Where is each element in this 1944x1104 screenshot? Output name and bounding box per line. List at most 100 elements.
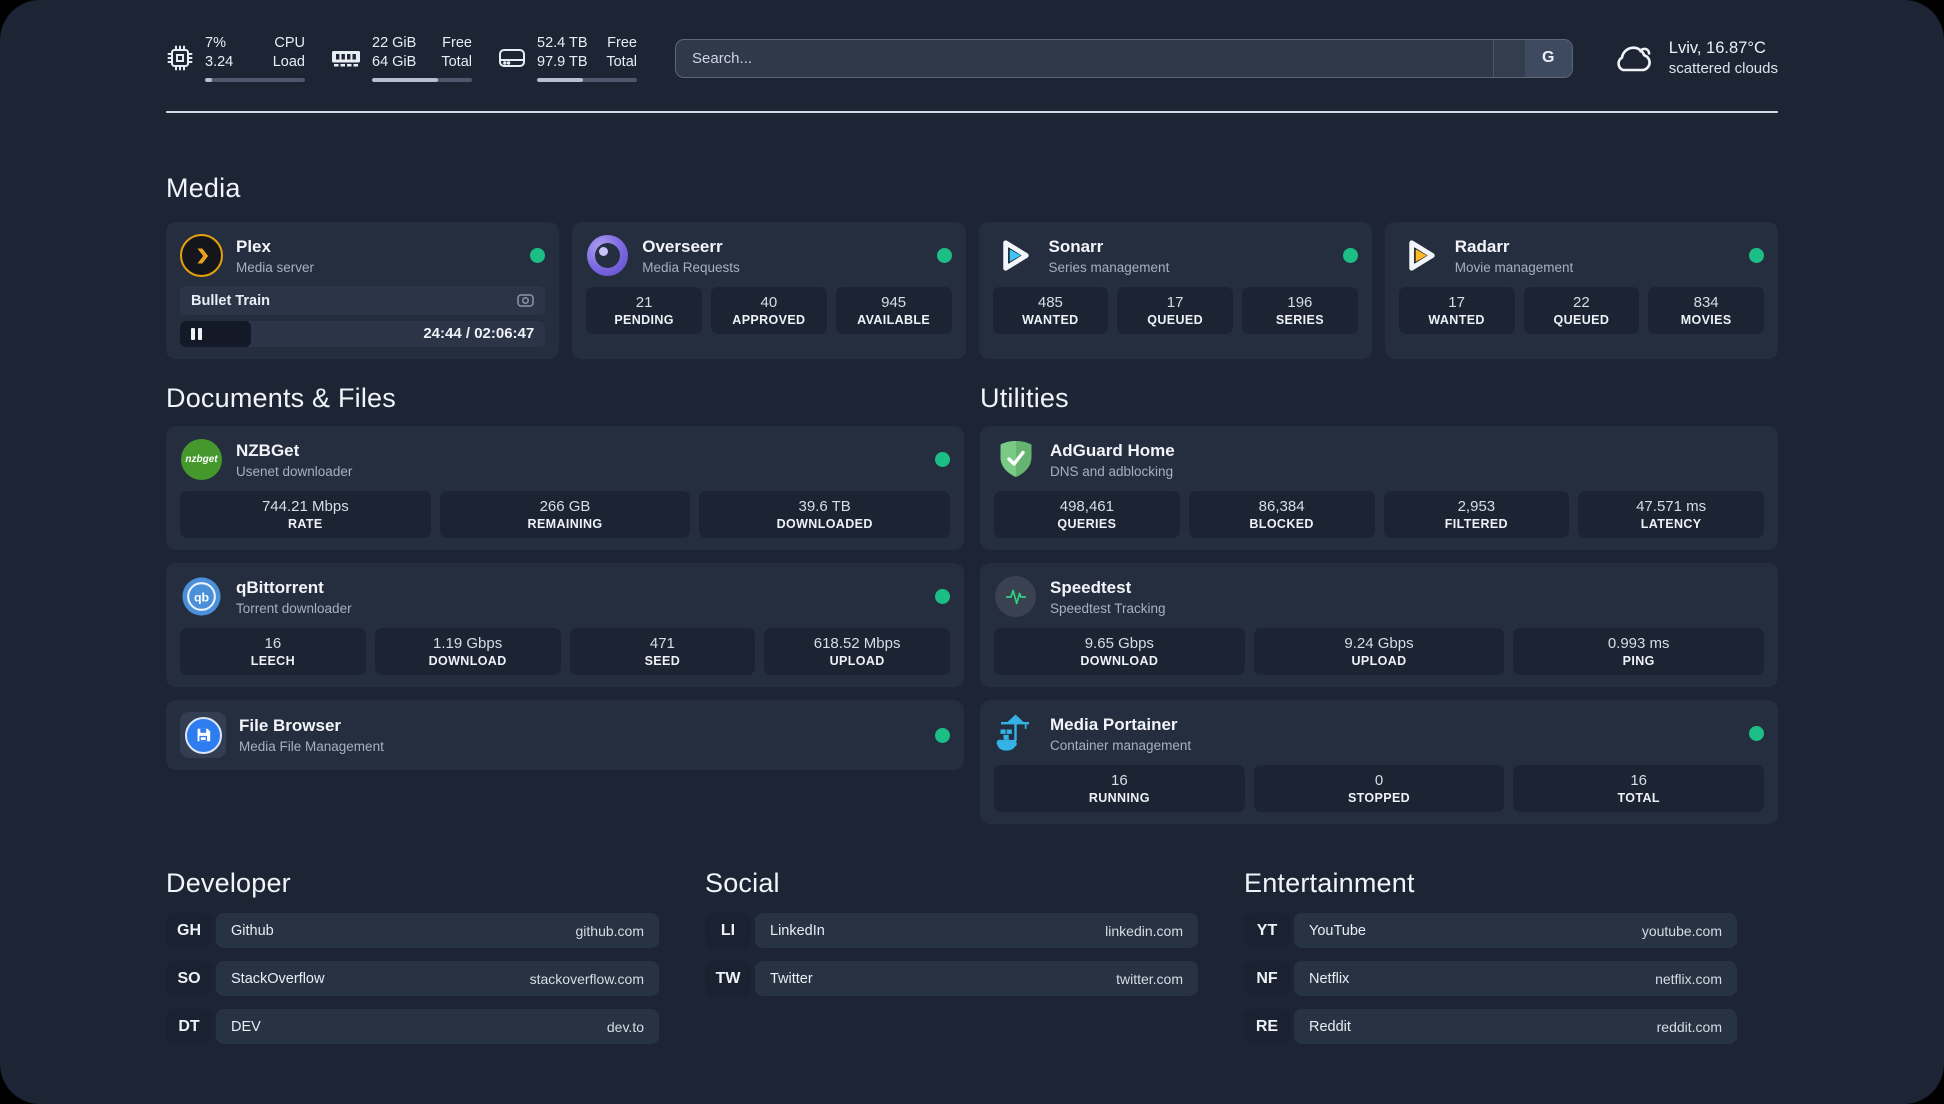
netflix-badge: NF xyxy=(1244,961,1290,996)
speedtest-name: Speedtest xyxy=(1050,577,1132,597)
twitter-badge: TW xyxy=(705,961,751,996)
disk-free-value: 52.4 TB xyxy=(537,34,588,51)
adguard-icon xyxy=(994,438,1037,481)
search-input[interactable] xyxy=(676,49,1493,67)
sonarr-card[interactable]: Sonarr Series management 485 WANTED 17 QUE… xyxy=(978,222,1372,359)
section-title-utilities: Utilities xyxy=(980,383,1069,413)
overseerr-description: Media Requests xyxy=(642,259,740,275)
weather-location-temp: Lviv, 16.87°C xyxy=(1668,39,1766,57)
qbittorrent-stat-download: 1.19 Gbps DOWNLOAD xyxy=(374,628,561,675)
plex-progress-bar[interactable]: 24:44 / 02:06:47 xyxy=(180,321,546,347)
weather-condition: scattered clouds xyxy=(1668,60,1778,77)
filebrowser-name: File Browser xyxy=(239,716,342,735)
radarr-stat-movies: 834 MOVIES xyxy=(1648,287,1764,334)
disk-total-label: Total xyxy=(606,53,637,70)
radarr-card[interactable]: Radarr Movie management 17 WANTED 22 QUEUE… xyxy=(1384,222,1778,359)
nzbget-card[interactable]: nzbget NZBGet Usenet downloader 744.21 M… xyxy=(166,426,964,550)
nzbget-name: NZBGet xyxy=(236,440,300,460)
nzbget-description: Usenet downloader xyxy=(236,463,353,479)
portainer-description: Container management xyxy=(1050,737,1192,753)
radarr-stat-wanted: 17 WANTED xyxy=(1398,287,1515,334)
speedtest-stat-download: 9.65 Gbps DOWNLOAD xyxy=(994,628,1245,675)
adguard-stat-blocked: 86,384 BLOCKED xyxy=(1188,491,1375,538)
plex-playback-time: 24:44 / 02:06:47 xyxy=(423,325,535,342)
link-name: Github xyxy=(231,922,274,939)
plex-card[interactable]: Plex Media server Bullet Train xyxy=(166,222,560,359)
header-divider xyxy=(166,111,1778,113)
speedtest-stat-ping: 0.993 ms PING xyxy=(1513,628,1765,675)
memory-stat: 22 GiB 64 GiB Free Total xyxy=(331,34,472,83)
memory-free-label: Free xyxy=(442,34,472,51)
link-reddit[interactable]: RE Reddit reddit.com xyxy=(1244,1009,1737,1044)
link-dev[interactable]: DT DEV dev.to xyxy=(166,1009,659,1044)
filebrowser-card[interactable]: File Browser Media File Management xyxy=(166,700,964,770)
section-title-social: Social xyxy=(705,868,780,898)
adguard-stat-filtered: 2,953 FILTERED xyxy=(1383,491,1570,538)
portainer-stat-running: 16 RUNNING xyxy=(994,765,1245,812)
adguard-card[interactable]: AdGuard Home DNS and adblocking 498,461 Q… xyxy=(980,426,1778,550)
portainer-card[interactable]: Media Portainer Container management 16 R… xyxy=(980,700,1778,824)
radarr-status-dot xyxy=(1749,248,1764,263)
radarr-name: Radarr xyxy=(1454,236,1510,256)
cpu-progress-fill xyxy=(205,77,212,83)
disk-progress-fill xyxy=(537,77,583,83)
link-name: YouTube xyxy=(1309,922,1366,939)
link-youtube[interactable]: YT YouTube youtube.com xyxy=(1244,913,1737,948)
cpu-icon xyxy=(166,44,194,72)
filebrowser-status-dot xyxy=(935,727,950,743)
cpu-progress-track xyxy=(205,77,305,83)
link-name: Reddit xyxy=(1309,1018,1351,1035)
plex-description: Media server xyxy=(236,259,315,275)
qbittorrent-stat-seed: 471 SEED xyxy=(569,628,756,675)
link-github[interactable]: GH Github github.com xyxy=(166,913,659,948)
social-section: Social LI LinkedIn linkedin.com TW Twitt… xyxy=(705,868,1198,1044)
link-twitter[interactable]: TW Twitter twitter.com xyxy=(705,961,1198,996)
adguard-stat-latency: 47.571 ms LATENCY xyxy=(1578,491,1764,538)
disk-total-value: 97.9 TB xyxy=(537,53,588,70)
link-linkedin[interactable]: LI LinkedIn linkedin.com xyxy=(705,913,1198,948)
overseerr-card[interactable]: Overseerr Media Requests 21 PENDING 40 APP… xyxy=(572,222,966,359)
sonarr-status-dot xyxy=(1342,248,1358,263)
cpu-load-value: 3.24 xyxy=(205,53,234,70)
pause-button[interactable] xyxy=(191,328,202,340)
link-name: StackOverflow xyxy=(231,970,325,987)
sonarr-description: Series management xyxy=(1048,259,1170,275)
link-url: github.com xyxy=(575,922,644,939)
nzbget-stat-rate: 744.21 Mbps RATE xyxy=(180,491,431,538)
speedtest-card[interactable]: Speedtest Speedtest Tracking 9.65 Gbps DO… xyxy=(980,563,1778,687)
qbittorrent-card[interactable]: qb qBittorrent Torrent downloader xyxy=(166,563,964,687)
github-badge: GH xyxy=(166,913,212,948)
search-engine-button[interactable]: G xyxy=(1524,39,1572,77)
disk-progress-track xyxy=(537,77,637,83)
overseerr-status-dot xyxy=(936,248,952,263)
cloud-icon xyxy=(1611,42,1655,75)
entertainment-section: Entertainment YT YouTube youtube.com NF … xyxy=(1244,868,1737,1044)
adguard-name: AdGuard Home xyxy=(1050,440,1175,460)
overseerr-stat-available: 945 AVAILABLE xyxy=(835,287,952,334)
link-stackoverflow[interactable]: SO StackOverflow stackoverflow.com xyxy=(166,961,659,996)
nzbget-icon: nzbget xyxy=(180,438,223,481)
qbittorrent-stat-upload: 618.52 Mbps UPLOAD xyxy=(764,628,950,675)
sonarr-icon xyxy=(993,234,1036,277)
plex-status-dot xyxy=(530,248,546,263)
qbittorrent-icon: qb xyxy=(180,575,223,618)
cpu-usage-value: 7% xyxy=(205,34,226,51)
nzbget-status-dot xyxy=(935,452,950,467)
memory-free-value: 22 GiB xyxy=(372,34,417,51)
cpu-load-label: Load xyxy=(272,53,305,70)
link-name: DEV xyxy=(231,1018,261,1035)
nzbget-stat-downloaded: 39.6 TB DOWNLOADED xyxy=(699,491,951,538)
search-engine-segment[interactable] xyxy=(1492,39,1525,77)
memory-icon xyxy=(331,48,361,68)
link-url: stackoverflow.com xyxy=(529,970,644,987)
system-stats: 7% 3.24 CPU Load xyxy=(166,34,637,83)
link-netflix[interactable]: NF Netflix netflix.com xyxy=(1244,961,1737,996)
media-type-icon[interactable] xyxy=(517,293,534,308)
plex-icon xyxy=(180,234,223,277)
disk-free-label: Free xyxy=(607,34,637,51)
sonarr-stat-wanted: 485 WANTED xyxy=(992,287,1109,334)
link-name: Twitter xyxy=(770,970,813,987)
stackoverflow-badge: SO xyxy=(166,961,212,996)
dev-badge: DT xyxy=(166,1009,212,1044)
link-name: Netflix xyxy=(1309,970,1350,987)
